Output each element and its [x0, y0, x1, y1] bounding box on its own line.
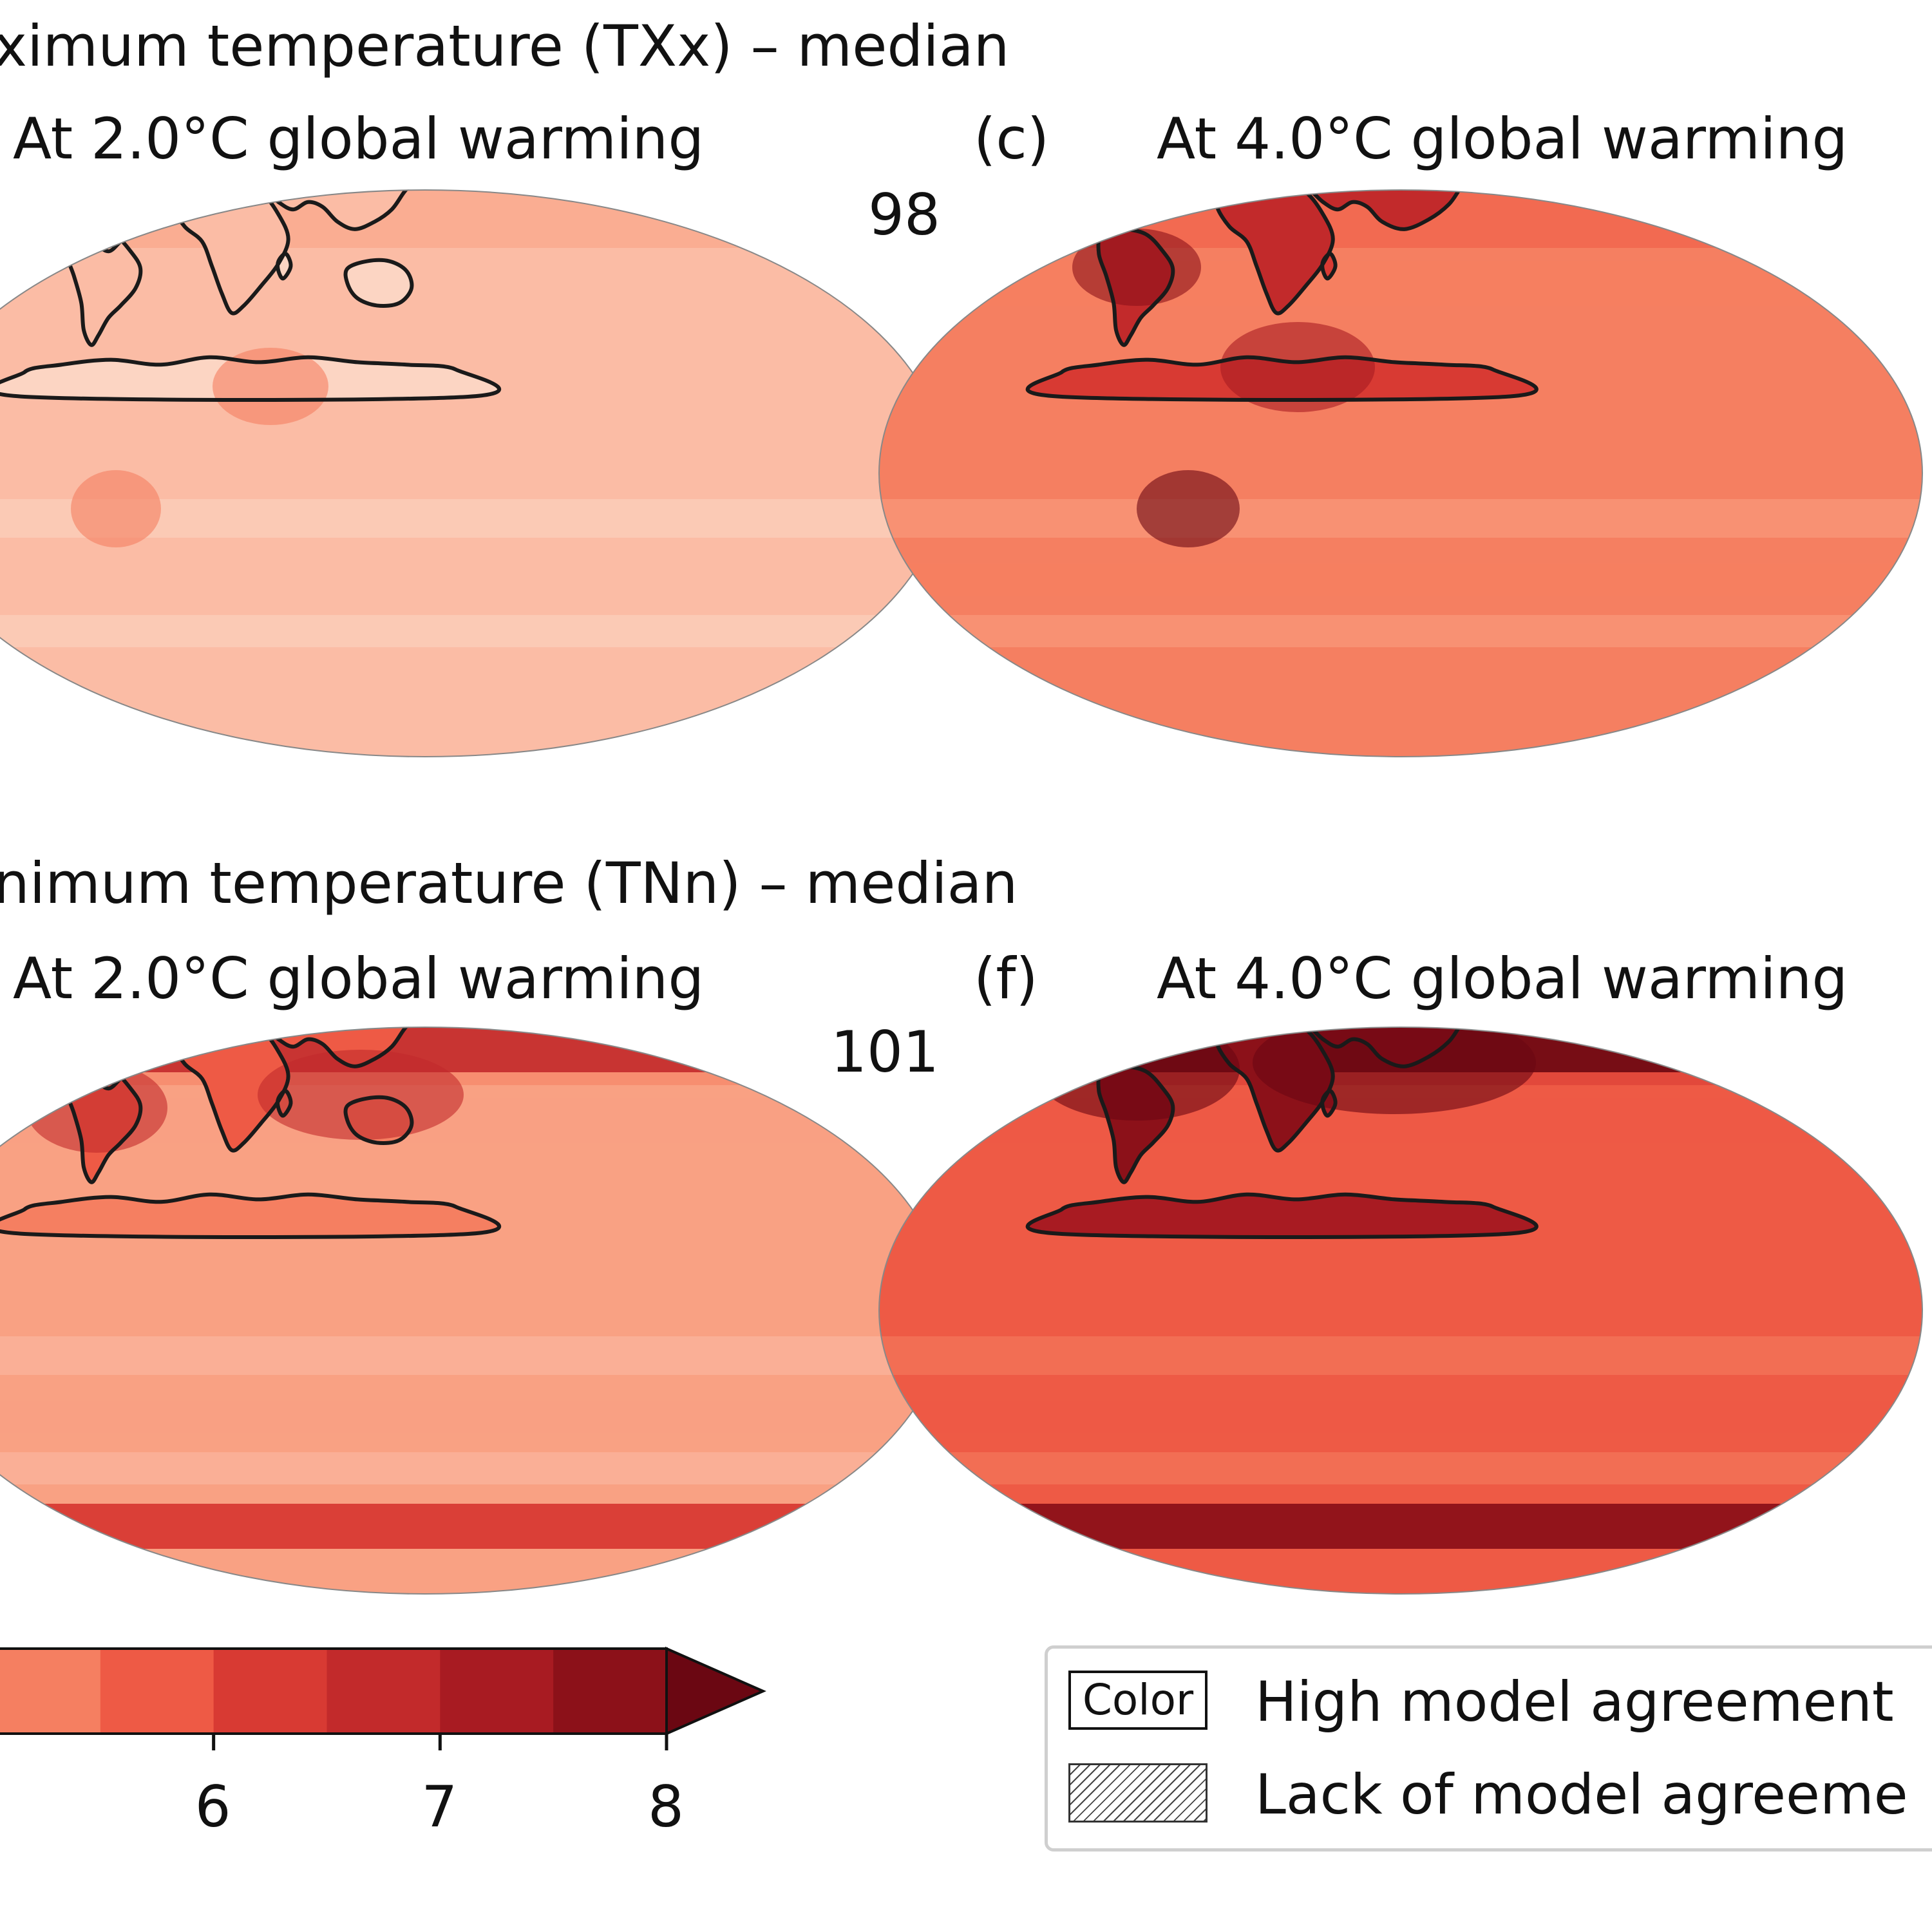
colorbar-bin: [213, 1649, 327, 1734]
legend-hatch-swatch: [1068, 1763, 1208, 1823]
model-count-e: 101: [831, 1019, 939, 1085]
map-panel-f: [878, 1027, 1923, 1595]
colorbar-tick-label: 8: [648, 1774, 684, 1840]
colorbar-bin: [0, 1649, 101, 1734]
colorbar-tick-label: 7: [421, 1774, 458, 1840]
section-title-tnn: nimum temperature (TNn) – median: [0, 850, 1018, 916]
map-panel-c: [878, 189, 1923, 757]
map-panel-b: [0, 189, 947, 757]
panel-title-c: At 4.0°C global warming: [1157, 106, 1848, 172]
panel-title-b: At 2.0°C global warming: [13, 106, 705, 172]
colorbar-bin: [553, 1649, 667, 1734]
panel-title-e: At 2.0°C global warming: [13, 945, 705, 1012]
legend-color-swatch: Color: [1068, 1671, 1208, 1730]
panel-label-c: (c): [974, 106, 1050, 172]
section-title-txx: ximum temperature (TXx) – median: [0, 13, 1010, 79]
colorbar-bin: [100, 1649, 214, 1734]
colorbar-tick-label: 5: [0, 1779, 5, 1835]
colorbar-frame: [0, 1647, 668, 1735]
legend-lack-agreement-label: Lack of model agreeme: [1255, 1763, 1908, 1827]
legend-high-agreement-label: High model agreement: [1255, 1670, 1894, 1734]
colorbar-tick-label: 6: [194, 1774, 231, 1840]
colorbar-bin: [327, 1649, 440, 1734]
map-panel-e: [0, 1027, 947, 1595]
colorbar: [0, 1646, 766, 1750]
model-count-b: 98: [868, 182, 940, 248]
panel-label-f: (f): [974, 945, 1038, 1012]
colorbar-extend-arrow: [665, 1646, 766, 1736]
agreement-legend: Color High model agreement Lack of model…: [1045, 1645, 1932, 1852]
panel-title-f: At 4.0°C global warming: [1157, 945, 1848, 1012]
colorbar-bin: [440, 1649, 554, 1734]
